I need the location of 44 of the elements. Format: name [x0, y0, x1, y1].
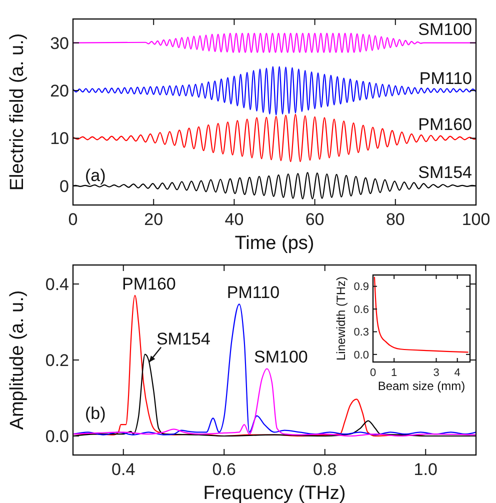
series-label: SM100: [254, 348, 308, 367]
x-tick-label: 100: [462, 210, 490, 229]
x-tick-label: 1: [391, 367, 398, 379]
series-label: SM154: [418, 162, 472, 182]
x-tick-label: 0.4: [112, 460, 136, 479]
y-tick-label: 20: [50, 81, 69, 100]
line-series: [374, 276, 468, 353]
x-tick-label: 0.8: [313, 460, 337, 479]
x-tick-label: 0: [370, 367, 376, 379]
line-series: [73, 368, 476, 437]
x-tick-label: 20: [144, 210, 164, 229]
series-label: PM110: [419, 68, 472, 88]
x-tick-label: 4: [454, 367, 460, 379]
x-axis-title: Frequency (THz): [203, 483, 346, 503]
y-tick-label: 0.0: [354, 349, 369, 362]
x-tick-label: 80: [386, 210, 405, 229]
annotation: (b): [85, 404, 106, 423]
x-tick-label: 0.6: [212, 460, 236, 479]
y-tick-label: 0.0: [45, 426, 69, 446]
series-label: SM100: [418, 20, 472, 39]
y-tick-label: 0.6: [354, 304, 369, 316]
x-tick-label: 1.0: [414, 460, 438, 479]
y-tick-label: 10: [50, 129, 69, 148]
line-series: [73, 114, 476, 162]
y-tick-label: 0: [60, 176, 69, 196]
y-tick-label: 0.3: [354, 326, 369, 339]
x-tick-label: 60: [305, 210, 324, 229]
x-tick-label: 40: [224, 210, 244, 229]
y-tick-label: 30: [50, 34, 69, 53]
y-axis-title: Linewidth (THz): [334, 276, 348, 361]
y-tick-label: 0.4: [45, 274, 69, 294]
y-axis-title: Amplitude (a. u.): [7, 290, 28, 430]
y-tick-label: 0.2: [45, 350, 69, 370]
annotation: (a): [85, 166, 106, 185]
y-axis-title: Electric field (a. u.): [7, 33, 28, 191]
x-tick-label: 3: [433, 367, 440, 379]
x-axis-title: Beam size (mm): [378, 379, 466, 393]
x-axis-title: Time (ps): [234, 233, 314, 254]
series-label: PM160: [122, 274, 176, 294]
series-label: PM110: [226, 283, 280, 302]
series-label: SM154: [156, 329, 210, 348]
series-label: PM160: [418, 115, 472, 134]
line-series: [73, 66, 476, 116]
y-tick-label: 0.9: [354, 281, 369, 294]
